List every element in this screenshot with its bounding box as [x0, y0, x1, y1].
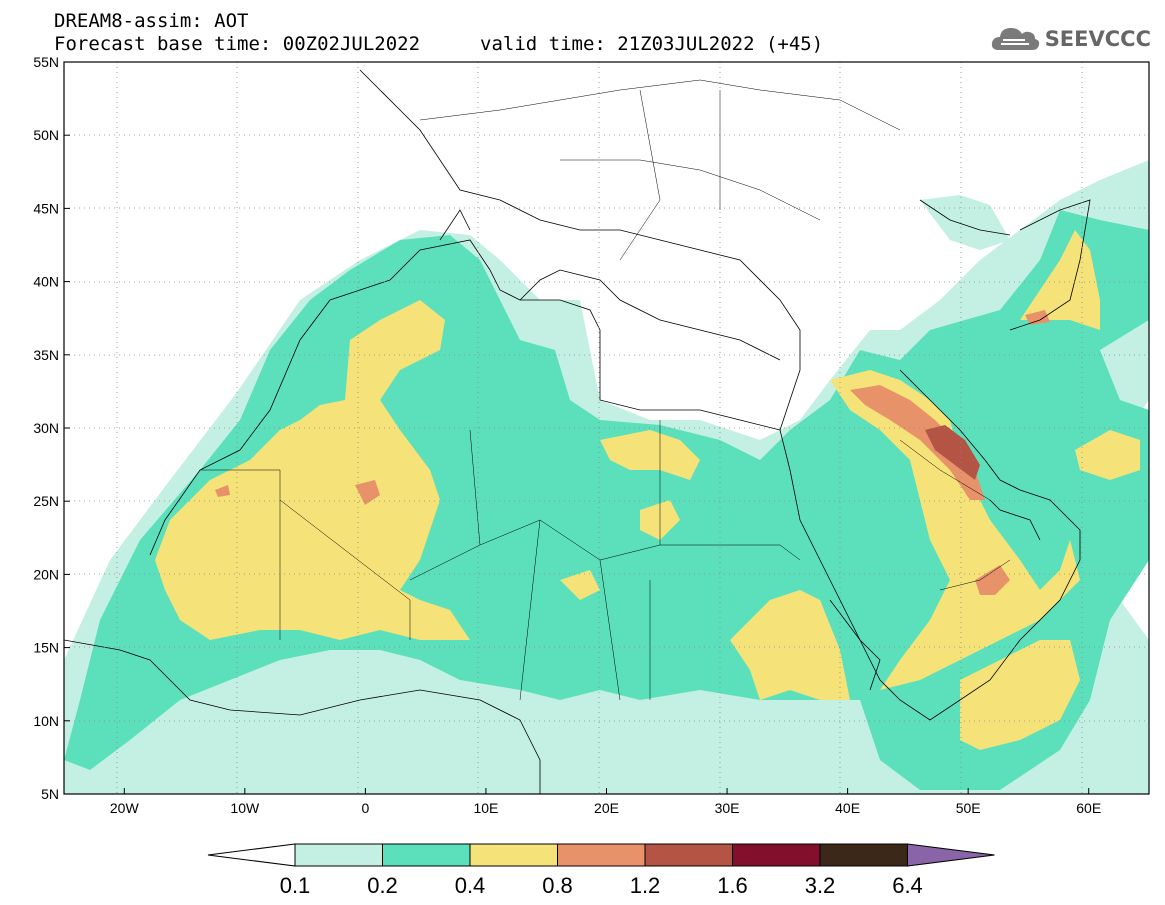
lat-tick-label: 20N	[33, 566, 59, 582]
colorbar-label: 0.8	[542, 873, 573, 898]
lat-tick-label: 45N	[33, 200, 59, 216]
lon-tick-label: 10W	[230, 800, 260, 816]
colorbar-label: 6.4	[892, 873, 923, 898]
aot-band-0.4	[155, 230, 1140, 750]
lat-tick-label: 15N	[33, 640, 59, 656]
lat-tick-label: 5N	[41, 786, 59, 802]
colorbar-segment	[732, 843, 821, 867]
colorbar-segment	[294, 843, 383, 867]
lon-tick-label: 30E	[715, 800, 740, 816]
forecast-base-time: Forecast base time: 00Z02JUL2022	[54, 33, 421, 55]
lon-tick-label: 60E	[1076, 800, 1101, 816]
seevccc-logo: SEEVCCC	[989, 24, 1151, 54]
lat-tick-label: 50N	[33, 127, 59, 143]
lon-tick-label: 40E	[835, 800, 860, 816]
lat-tick-label: 10N	[33, 713, 59, 729]
lat-tick-label: 25N	[33, 493, 59, 509]
colorbar-label: 3.2	[805, 873, 836, 898]
colorbar-segment	[557, 843, 646, 867]
colorbar-segment	[819, 843, 908, 867]
lon-tick-label: 0	[361, 800, 369, 816]
country-borders	[200, 79, 1011, 701]
lat-tick-label: 35N	[33, 347, 59, 363]
aot-band-1.2	[925, 425, 980, 480]
longitude-ticks: 20W 10W 0 10E 20E 30E 40E 50E 60E	[110, 788, 1101, 816]
colorbar-label: 1.2	[630, 873, 661, 898]
lat-tick-label: 30N	[33, 420, 59, 436]
colorbar-segment	[382, 843, 471, 867]
coastlines	[64, 69, 1091, 794]
colorbar-segment	[469, 843, 558, 867]
lat-tick-label: 40N	[33, 274, 59, 290]
valid-time: valid time: 21Z03JUL2022 (+45)	[480, 33, 824, 55]
logo-text: SEEVCCC	[1044, 27, 1151, 51]
lon-tick-label: 20W	[110, 800, 140, 816]
latitude-ticks: 55N 50N 45N 40N 35N 30N 25N 20N 15N 10N 5N	[33, 54, 70, 802]
aot-band-0.2	[64, 210, 1149, 790]
lon-tick-label: 20E	[594, 800, 619, 816]
colorbar-label: 0.4	[455, 873, 486, 898]
colorbar-label: 0.1	[280, 873, 311, 898]
map-title: DREAM8-assim: AOT	[54, 10, 249, 32]
colorbar-label: 1.6	[717, 873, 748, 898]
aot-field	[64, 62, 1149, 794]
lon-tick-label: 10E	[473, 800, 498, 816]
colorbar-arrow-high	[907, 843, 995, 867]
colorbar: 0.1 0.2 0.4 0.8 1.2 1.6 3.2 6.4	[207, 843, 995, 898]
graticule	[64, 62, 1149, 794]
cloud-icon	[991, 28, 1039, 50]
lon-tick-label: 50E	[956, 800, 981, 816]
colorbar-label: 0.2	[367, 873, 398, 898]
colorbar-arrow-low	[207, 843, 296, 867]
aot-band-0.8	[215, 310, 1050, 595]
lat-tick-label: 55N	[33, 54, 59, 70]
colorbar-segment	[644, 843, 733, 867]
